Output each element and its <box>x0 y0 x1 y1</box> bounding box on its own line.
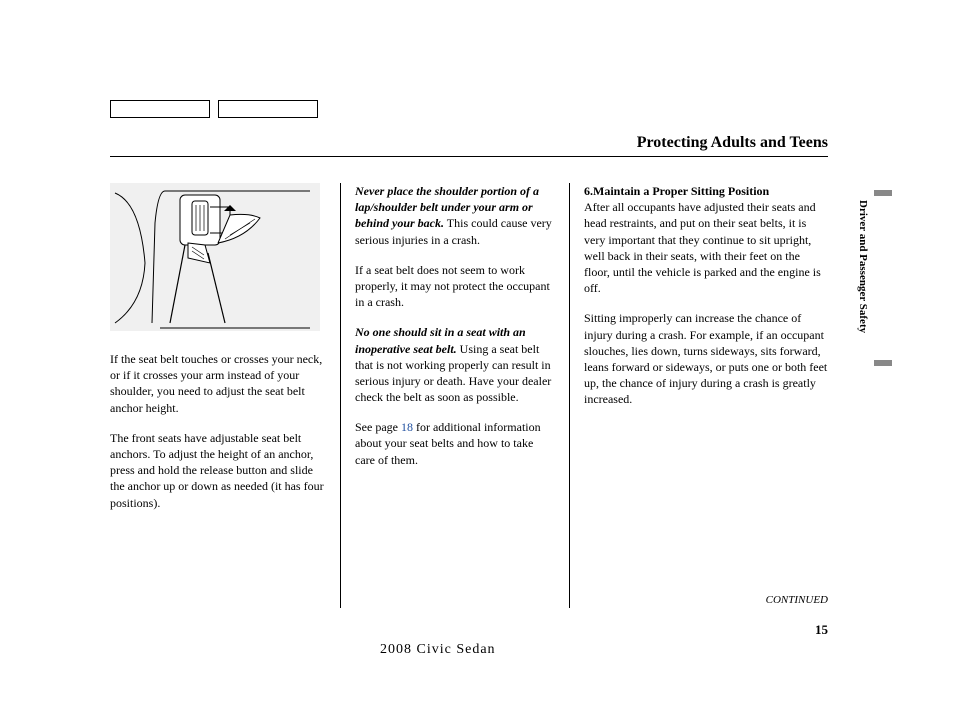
nav-box-2[interactable] <box>218 100 318 118</box>
col2-para-3: No one should sit in a seat with an inop… <box>355 324 555 405</box>
side-section-label: Driver and Passenger Safety <box>857 200 869 333</box>
section-title: Maintain a Proper Sitting Position <box>593 184 769 198</box>
col3-para-2: Sitting improperly can increase the chan… <box>584 310 828 407</box>
col3-para-1: After all occupants have adjusted their … <box>584 199 828 296</box>
col2-p4-a: See page <box>355 420 401 434</box>
column-1: If the seat belt touches or crosses your… <box>110 183 340 608</box>
column-layout: If the seat belt touches or crosses your… <box>110 183 828 608</box>
col2-para-4: See page 18 for additional information a… <box>355 419 555 468</box>
col1-para-2: The front seats have adjustable seat bel… <box>110 430 326 511</box>
nav-box-1[interactable] <box>110 100 210 118</box>
nav-boxes <box>110 100 828 118</box>
col2-para-1: Never place the shoulder portion of a la… <box>355 183 555 248</box>
section-number: 6. <box>584 184 593 198</box>
header-rule <box>110 156 828 157</box>
col2-para-2: If a seat belt does not seem to work pro… <box>355 262 555 311</box>
seatbelt-anchor-illustration <box>110 183 320 331</box>
side-tab-top-icon <box>874 190 892 196</box>
continued-label: CONTINUED <box>766 593 828 608</box>
col3-heading: 6.Maintain a Proper Sitting Position <box>584 183 828 199</box>
footer-model-label: 2008 Civic Sedan <box>380 642 496 658</box>
page-number: 15 <box>815 622 828 638</box>
page-content: Protecting Adults and Teens <box>110 100 828 608</box>
column-2: Never place the shoulder portion of a la… <box>340 183 570 608</box>
column-3: 6.Maintain a Proper Sitting Position Aft… <box>570 183 828 608</box>
col1-para-1: If the seat belt touches or crosses your… <box>110 351 326 416</box>
page-title: Protecting Adults and Teens <box>110 134 828 152</box>
page-link[interactable]: 18 <box>401 420 413 434</box>
side-tab-bottom-icon <box>874 360 892 366</box>
